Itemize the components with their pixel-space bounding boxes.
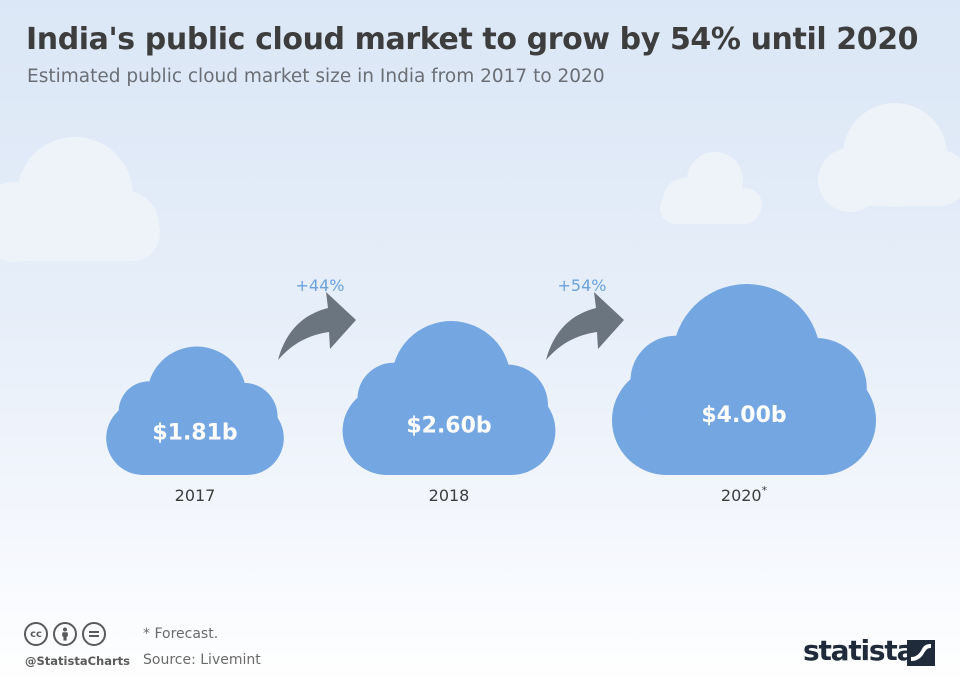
- license-icons: cc: [24, 622, 106, 646]
- cc-icon: cc: [24, 622, 48, 646]
- background-cloud-left: [0, 137, 160, 262]
- nd-icon: [82, 622, 106, 646]
- background-clouds: [0, 103, 960, 262]
- cloud-bar-2018: [342, 321, 556, 475]
- statista-logo-icon: [907, 640, 935, 666]
- chart-subtitle: Estimated public cloud market size in In…: [27, 66, 605, 87]
- statista-logo[interactable]: statista: [803, 634, 915, 667]
- category-label-2017: 2017: [175, 486, 216, 505]
- growth-label-1: +44%: [296, 276, 345, 295]
- by-icon: [53, 622, 77, 646]
- cloud-bar-2017: [106, 346, 284, 475]
- source-note: Source: Livemint: [143, 652, 261, 668]
- category-label-2020: 2020*: [721, 484, 768, 505]
- footnote: * Forecast.: [143, 626, 219, 642]
- growth-arrows: +44% +54%: [278, 276, 624, 360]
- data-clouds: $1.81b 2017 $2.60b 2018 $4.00b 2020*: [106, 284, 876, 505]
- forecast-mark: *: [762, 484, 768, 497]
- value-label-2018: $2.60b: [406, 413, 491, 438]
- growth-arrow-2-icon: [546, 292, 624, 360]
- statista-handle[interactable]: @StatistaCharts: [25, 654, 130, 668]
- category-label-2018: 2018: [429, 486, 470, 505]
- cloud-bar-2020: [612, 284, 876, 475]
- background-cloud-mid: [660, 152, 762, 224]
- background-cloud-right: [818, 103, 960, 212]
- growth-arrow-1-icon: [278, 292, 356, 360]
- growth-label-2: +54%: [558, 276, 607, 295]
- value-label-2017: $1.81b: [152, 420, 237, 445]
- chart-title: India's public cloud market to grow by 5…: [26, 22, 919, 57]
- value-label-2020: $4.00b: [701, 403, 786, 428]
